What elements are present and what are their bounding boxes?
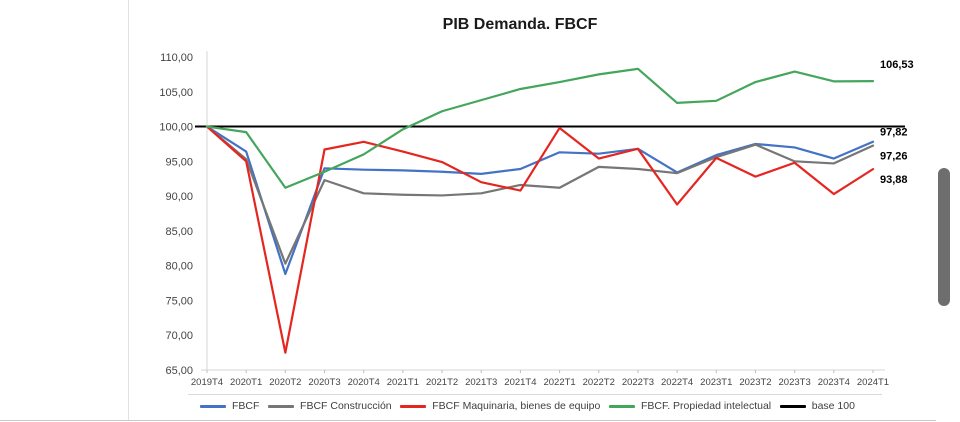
legend-item: FBCF. Propiedad intelectual (608, 400, 772, 412)
legend-label: FBCF. Propiedad intelectual (640, 400, 772, 412)
x-tick-label: 2022T2 (583, 377, 615, 388)
legend-item: FBCF (200, 400, 259, 412)
y-tick-label: 85,00 (165, 226, 193, 238)
end-value-label: 97,82 (880, 127, 908, 139)
x-tick-label: 2023T4 (818, 377, 850, 388)
x-tick-label: 2023T3 (779, 377, 811, 388)
legend-label: FBCF Maquinaria, bienes de equipo (432, 400, 601, 412)
x-tick-label: 2020T3 (308, 377, 340, 388)
x-tick-label: 2021T4 (504, 377, 536, 388)
end-value-label: 106,53 (880, 59, 914, 71)
vertical-scrollbar-thumb[interactable] (938, 168, 950, 306)
legend-divider-line (188, 394, 882, 395)
x-tick-label: 2024T1 (857, 377, 889, 388)
legend-item: FBCF Construcción (268, 400, 392, 412)
x-tick-label: 2021T3 (465, 377, 497, 388)
legend-item: base 100 (779, 400, 855, 412)
x-tick-label: 2022T3 (622, 377, 654, 388)
y-tick-label: 100,00 (159, 122, 193, 134)
legend-marker (200, 404, 226, 408)
series-line-1 (205, 125, 875, 265)
x-tick-label: 2023T1 (700, 377, 732, 388)
end-value-label: 97,26 (880, 151, 908, 163)
legend-item: FBCF Maquinaria, bienes de equipo (400, 400, 600, 412)
y-tick-label: 105,00 (159, 87, 193, 99)
y-tick-label: 95,00 (165, 156, 193, 168)
chart-card (128, 0, 937, 421)
legend-label: FBCF Construcción (300, 400, 392, 412)
x-tick-label: 2021T1 (387, 377, 419, 388)
y-tick-label: 90,00 (165, 191, 193, 203)
x-tick-label: 2022T4 (661, 377, 693, 388)
x-tick-label: 2020T2 (269, 377, 301, 388)
y-tick-label: 65,00 (165, 365, 193, 377)
series-line-0 (205, 125, 875, 276)
legend-label: FBCF (232, 400, 260, 412)
y-tick-label: 110,00 (160, 52, 193, 64)
card-bottom-border (0, 420, 936, 421)
legend-marker (779, 404, 806, 408)
y-tick-label: 75,00 (165, 295, 193, 307)
legend-label: base 100 (811, 400, 855, 412)
legend-marker (400, 404, 427, 408)
chart-title: PIB Demanda. FBCF (442, 16, 598, 33)
legend-marker (268, 404, 295, 408)
y-tick-label: 80,00 (165, 261, 193, 273)
chart-legend: FBCF FBCF Construcción FBCF Maquinaria, bi… (200, 400, 855, 412)
x-tick-label: 2019T4 (191, 377, 223, 388)
x-tick-label: 2023T2 (739, 377, 771, 388)
series-line-3 (205, 67, 875, 189)
x-tick-label: 2022T1 (543, 377, 575, 388)
legend-marker (608, 404, 635, 408)
x-tick-label: 2020T4 (348, 377, 380, 388)
y-tick-label: 70,00 (165, 330, 193, 342)
end-value-label: 93,88 (880, 174, 908, 186)
series-line-2 (205, 125, 875, 354)
x-tick-label: 2021T2 (426, 377, 458, 388)
x-tick-label: 2020T1 (230, 377, 262, 388)
